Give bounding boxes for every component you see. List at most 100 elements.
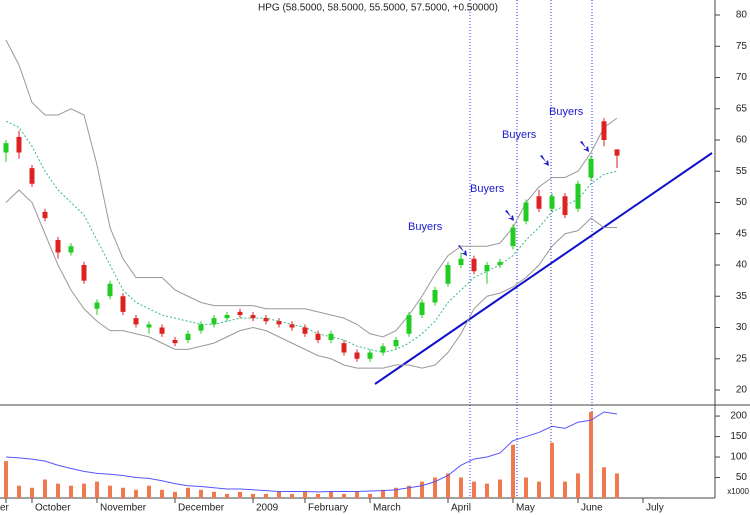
y-tick-label: 35 <box>736 291 748 302</box>
band-line <box>5 189 617 369</box>
candle-body <box>94 302 100 309</box>
y-tick-label: 70 <box>736 72 748 83</box>
candle-body <box>549 196 555 209</box>
x-tick-label: 2009 <box>256 503 279 514</box>
y-tick-label: 200 <box>730 411 747 422</box>
y-tick-label: 100 <box>730 452 747 463</box>
x-tick-label: February <box>308 503 348 514</box>
candle-body <box>3 143 9 153</box>
volume-bar <box>355 491 359 498</box>
candle-body <box>484 265 490 272</box>
volume-bar <box>56 483 60 498</box>
volume-bar <box>485 483 489 498</box>
volume-bar <box>342 493 346 498</box>
volume-bar <box>186 487 190 498</box>
volume-bar <box>381 489 385 498</box>
candle-body <box>406 315 412 334</box>
annotation: Buyers <box>549 106 584 118</box>
candle-body <box>42 211 48 219</box>
arrow <box>580 141 589 152</box>
candle-body <box>367 352 373 359</box>
x-tick-label: March <box>373 503 401 514</box>
volume-bar <box>615 473 619 498</box>
x-tick-label: April <box>451 503 471 514</box>
arrows <box>458 141 589 256</box>
y-tick-label: 60 <box>736 135 748 146</box>
x-tick-label: November <box>100 503 147 514</box>
candle-body <box>159 327 165 334</box>
volume-bar <box>316 493 320 498</box>
candle-body <box>237 311 243 315</box>
candle-body <box>211 318 217 325</box>
volume-bar <box>121 487 125 498</box>
volume-bar <box>368 493 372 498</box>
volume-bar <box>472 481 476 498</box>
candle-body <box>120 296 126 312</box>
volume-bar <box>43 479 47 498</box>
y-tick-label: 80 <box>736 10 748 21</box>
volume-bar <box>511 444 515 498</box>
volume-bar <box>134 489 138 498</box>
volume-bar <box>563 481 567 498</box>
volume-bar <box>4 461 8 498</box>
candle-body <box>224 315 230 319</box>
volume-bar <box>420 481 424 498</box>
y-tick-label: 30 <box>736 322 748 333</box>
x-tick-label: June <box>581 503 603 514</box>
arrow <box>540 155 549 166</box>
x-tick-label: July <box>646 503 664 514</box>
candle-body <box>445 265 451 284</box>
volume-bar <box>589 411 593 498</box>
band-line <box>5 39 618 338</box>
volume-bar <box>264 493 268 498</box>
volume-bar <box>82 483 86 498</box>
volume-bar <box>238 491 242 498</box>
volume-bar <box>524 477 528 498</box>
candle-body <box>497 261 503 265</box>
candle-body <box>354 352 360 359</box>
volume-bar <box>407 485 411 498</box>
volume-average <box>5 411 618 493</box>
candle-body <box>55 240 61 253</box>
volume-bar <box>108 485 112 498</box>
candle-body <box>588 158 594 178</box>
arrow <box>505 210 514 221</box>
volume-bar <box>446 473 450 498</box>
candle-body <box>133 318 139 325</box>
candle-body <box>68 246 74 253</box>
candle-body <box>146 324 152 328</box>
candle-body <box>419 302 425 315</box>
candle-body <box>185 333 191 340</box>
x-tick-label: er <box>0 503 10 514</box>
volume-bar <box>173 491 177 498</box>
candle-body <box>107 283 113 297</box>
y-tick-label: 55 <box>736 166 748 177</box>
volume-bar <box>199 489 203 498</box>
candle-body <box>536 196 542 209</box>
candle-body <box>510 227 516 247</box>
y-tick-label: 50 <box>736 472 748 483</box>
y-tick-label: 20 <box>736 385 748 396</box>
x-tick-label: October <box>35 503 71 514</box>
volume-bar <box>290 493 294 498</box>
candle-body <box>315 333 321 340</box>
volume-bar <box>498 479 502 498</box>
candle-body <box>471 258 477 272</box>
volume-bar <box>303 491 307 498</box>
candle-body <box>276 321 282 325</box>
volume-bar <box>550 442 554 498</box>
volume-bar <box>225 493 229 498</box>
y-tick-label: 65 <box>736 103 748 114</box>
candle-body <box>16 136 22 153</box>
volume-bar <box>212 491 216 498</box>
candle-body <box>341 343 347 353</box>
volume-bar <box>329 491 333 498</box>
volume-bar <box>17 485 21 498</box>
candle-body <box>302 327 308 334</box>
volume-unit: x1000 <box>727 487 749 496</box>
trend-line <box>374 152 713 385</box>
volume-bar <box>160 489 164 498</box>
chart-title: HPG (58.5000, 58.5000, 55.5000, 57.5000,… <box>258 3 498 14</box>
volume-bar <box>95 481 99 498</box>
